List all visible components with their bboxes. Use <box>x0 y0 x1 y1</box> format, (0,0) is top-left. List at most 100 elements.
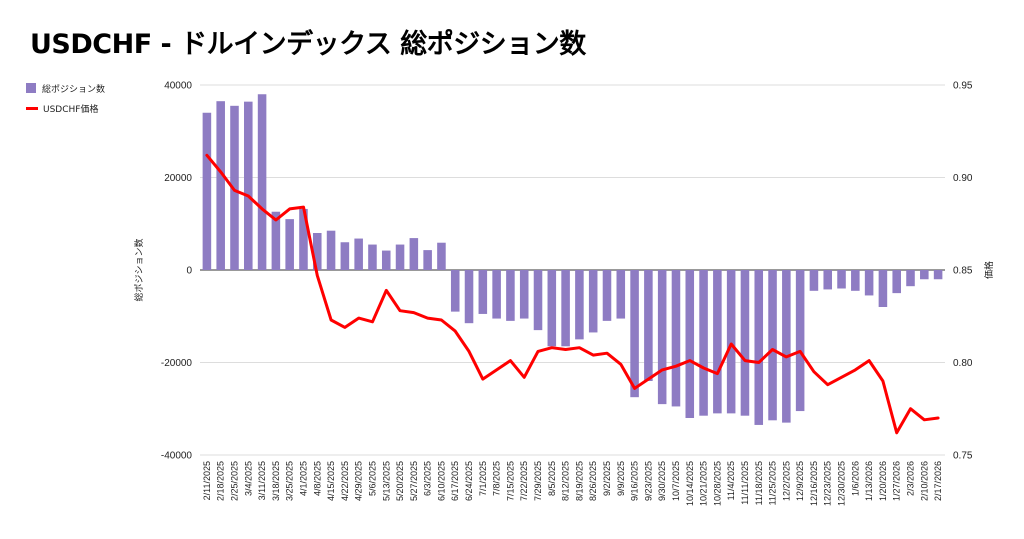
bar <box>492 270 501 319</box>
bar <box>244 101 253 271</box>
x-tick-label: 12/9/2025 <box>795 461 805 501</box>
x-tick-label: 2/11/2025 <box>202 461 212 500</box>
x-tick-label: 11/25/2025 <box>768 461 778 505</box>
bar <box>395 244 405 270</box>
x-tick-label: 2/17/2026 <box>933 461 943 501</box>
x-tick-label: 1/13/2026 <box>864 461 874 501</box>
x-tick-label: 7/29/2025 <box>533 461 543 501</box>
bar <box>768 270 777 421</box>
bar <box>437 242 446 270</box>
bar <box>782 270 791 423</box>
bar <box>685 270 695 418</box>
x-tick-label: 9/16/2025 <box>630 461 640 501</box>
x-tick-label: 10/28/2025 <box>712 461 722 506</box>
x-tick-label: 5/6/2025 <box>367 461 377 496</box>
x-tick-label: 4/15/2025 <box>326 461 336 501</box>
y-right-tick-label: 0.80 <box>953 358 973 369</box>
y-right-tick-label: 0.90 <box>953 173 973 184</box>
bar <box>340 242 350 270</box>
bar <box>602 270 612 321</box>
y-left-tick-label: -40000 <box>161 451 193 462</box>
bar <box>671 270 681 407</box>
bar <box>878 270 888 307</box>
x-tick-label: 2/18/2025 <box>216 461 226 501</box>
x-tick-label: 2/25/2025 <box>229 461 239 501</box>
bar <box>906 270 915 287</box>
bar <box>533 270 543 331</box>
bar <box>588 270 598 333</box>
bar <box>823 270 833 290</box>
bar <box>754 270 764 425</box>
x-tick-label: 3/25/2025 <box>285 461 295 501</box>
x-tick-label: 2/3/2026 <box>906 461 916 496</box>
bar <box>630 270 639 398</box>
bar <box>202 112 212 270</box>
y-left-tick-label: -20000 <box>161 358 193 369</box>
bar <box>837 270 846 289</box>
y-right-tick-label: 0.75 <box>953 451 973 462</box>
bar <box>864 270 874 296</box>
bar <box>740 270 750 416</box>
x-tick-label: 5/13/2025 <box>381 461 391 501</box>
bar <box>547 270 557 347</box>
legend-line-swatch <box>26 106 38 110</box>
y-right-tick-label: 0.95 <box>953 81 973 92</box>
legend-item-bar: 総ポジション数 <box>26 78 105 98</box>
bar <box>257 94 267 270</box>
x-tick-label: 11/18/2025 <box>754 461 764 505</box>
bar <box>726 270 736 414</box>
bar <box>216 101 225 270</box>
bar <box>892 270 901 294</box>
x-tick-label: 12/23/2025 <box>823 461 833 506</box>
legend: 総ポジション数 USDCHF価格 <box>26 78 105 118</box>
bar <box>271 211 281 270</box>
y-left-tick-label: 20000 <box>164 173 192 184</box>
x-tick-label: 9/9/2025 <box>616 461 626 496</box>
x-tick-label: 6/17/2025 <box>450 461 460 501</box>
bar <box>506 270 515 321</box>
y-left-tick-label: 0 <box>186 266 192 277</box>
y-left-tick-label: 40000 <box>164 81 192 92</box>
legend-bar-label: 総ポジション数 <box>42 84 106 95</box>
bar <box>561 270 570 347</box>
bar <box>795 270 805 412</box>
x-tick-label: 9/30/2025 <box>657 461 667 501</box>
bar <box>478 270 488 314</box>
x-tick-label: 11/11/2025 <box>740 461 750 505</box>
x-tick-label: 10/21/2025 <box>699 461 709 506</box>
x-tick-label: 10/14/2025 <box>685 461 695 506</box>
bar <box>920 270 929 280</box>
x-tick-label: 4/29/2025 <box>354 461 364 501</box>
x-tick-label: 1/20/2026 <box>878 461 888 501</box>
bar <box>851 270 860 291</box>
bar <box>657 270 667 405</box>
y-left-axis-title: 総ポジション数 <box>133 238 145 301</box>
x-tick-label: 5/27/2025 <box>409 461 419 501</box>
x-tick-label: 5/20/2025 <box>395 461 405 501</box>
x-tick-label: 1/27/2026 <box>892 461 902 501</box>
x-tick-label: 8/26/2025 <box>588 461 598 501</box>
bar <box>644 270 653 381</box>
bar <box>699 270 708 416</box>
x-tick-label: 4/22/2025 <box>340 461 350 501</box>
bar <box>368 244 377 270</box>
legend-line-label: USDCHF価格 <box>43 104 99 115</box>
x-tick-label: 8/5/2025 <box>547 461 557 496</box>
x-tick-label: 7/8/2025 <box>492 461 502 496</box>
x-tick-label: 4/1/2025 <box>298 461 308 496</box>
x-tick-label: 6/3/2025 <box>423 461 433 496</box>
x-tick-label: 9/23/2025 <box>643 461 653 501</box>
x-tick-label: 6/24/2025 <box>464 461 474 501</box>
bar <box>299 208 308 270</box>
x-tick-label: 1/6/2026 <box>850 461 860 496</box>
x-tick-label: 11/4/2025 <box>726 461 736 500</box>
bar <box>713 270 722 414</box>
x-tick-label: 3/18/2025 <box>271 461 281 501</box>
bar <box>326 230 336 270</box>
legend-item-line: USDCHF価格 <box>26 98 105 118</box>
x-tick-label: 2/10/2026 <box>919 461 929 501</box>
bar <box>354 238 363 270</box>
x-tick-label: 7/22/2025 <box>519 461 529 501</box>
bar <box>312 233 322 270</box>
bar <box>809 270 819 291</box>
